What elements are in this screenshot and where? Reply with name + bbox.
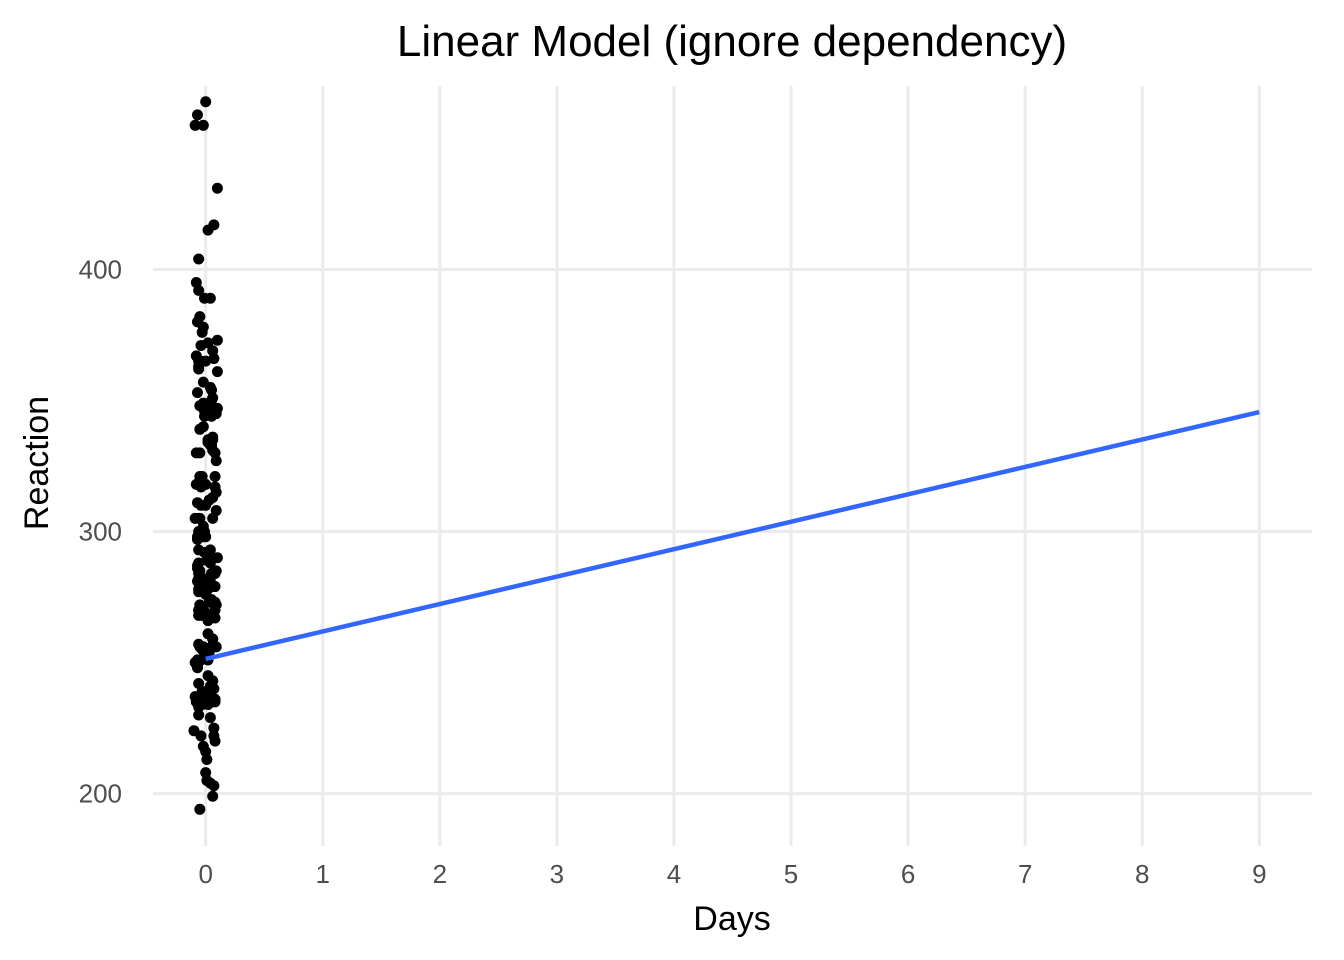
x-tick-label: 1: [316, 859, 330, 889]
data-point: [204, 575, 216, 587]
data-point: [204, 777, 216, 789]
data-point: [211, 552, 223, 564]
x-tick-label: 6: [901, 859, 915, 889]
data-point: [208, 722, 220, 734]
y-tick-label: 200: [79, 779, 122, 809]
data-point: [204, 712, 216, 724]
data-point: [193, 544, 205, 556]
data-point: [191, 654, 203, 666]
x-tick-label: 2: [433, 859, 447, 889]
data-point: [193, 709, 205, 721]
grid: [153, 86, 1312, 846]
data-point: [204, 400, 216, 412]
data-point: [191, 662, 203, 674]
y-tick-label: 300: [79, 517, 122, 547]
data-point: [209, 735, 221, 747]
data-point: [203, 552, 215, 564]
x-tick-label: 3: [550, 859, 564, 889]
data-point: [202, 337, 214, 349]
fit-line-layer: [205, 409, 1260, 662]
data-point: [206, 384, 218, 396]
data-point: [193, 557, 205, 569]
x-tick-label: 8: [1135, 859, 1149, 889]
y-axis-title: Reaction: [18, 396, 56, 530]
x-tick-label: 7: [1018, 859, 1032, 889]
data-point: [188, 725, 200, 737]
x-tick-labels: 0 1 2 3 4 5 6 7 8 9: [198, 859, 1266, 889]
data-point: [200, 96, 212, 108]
data-point: [199, 646, 211, 658]
data-point: [190, 277, 202, 289]
x-tick-label: 5: [784, 859, 798, 889]
data-point: [189, 119, 201, 131]
chart-title: Linear Model (ignore dependency): [397, 17, 1067, 66]
y-tick-label: 400: [79, 254, 122, 284]
data-point: [197, 119, 209, 131]
data-point: [200, 355, 212, 367]
data-point: [202, 628, 214, 640]
x-tick-label: 0: [198, 859, 212, 889]
data-point: [193, 363, 205, 375]
data-point: [197, 740, 209, 752]
data-point: [208, 219, 220, 231]
data-point: [191, 109, 203, 121]
data-point: [193, 693, 205, 705]
fit-line: [205, 409, 1260, 662]
x-tick-label: 9: [1252, 859, 1266, 889]
data-point: [193, 604, 205, 616]
data-point: [207, 790, 219, 802]
data-point: [194, 803, 206, 815]
data-point: [207, 431, 219, 443]
data-points: [188, 96, 223, 815]
data-point: [191, 387, 203, 399]
data-point: [211, 182, 223, 194]
data-point: [197, 421, 209, 433]
data-point: [196, 470, 208, 482]
data-point: [206, 691, 218, 703]
data-point: [211, 334, 223, 346]
data-point: [210, 505, 222, 517]
data-point: [194, 311, 206, 323]
data-point: [194, 512, 206, 524]
y-tick-labels: 200 300 400: [79, 254, 122, 808]
data-point: [209, 470, 221, 482]
data-point: [201, 754, 213, 766]
data-point: [209, 612, 221, 624]
data-point: [193, 253, 205, 265]
data-point: [191, 531, 203, 543]
data-point: [210, 486, 222, 498]
data-point: [204, 292, 216, 304]
data-point: [190, 478, 202, 490]
data-point: [197, 321, 209, 333]
x-tick-label: 4: [667, 859, 681, 889]
data-point: [202, 670, 214, 682]
data-point: [209, 604, 221, 616]
data-point: [211, 366, 223, 378]
x-axis-title: Days: [693, 900, 770, 938]
data-point: [200, 767, 212, 779]
data-point: [194, 447, 206, 459]
data-point: [200, 499, 212, 511]
